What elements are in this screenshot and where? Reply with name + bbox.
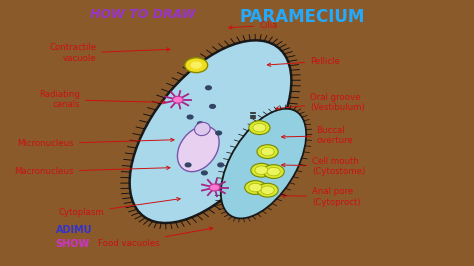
Circle shape (216, 131, 221, 135)
Ellipse shape (130, 40, 292, 223)
Text: Pellicle: Pellicle (267, 57, 340, 66)
Text: Radiating
canals: Radiating canals (39, 90, 166, 109)
Circle shape (257, 145, 278, 159)
Text: Anal pore
(Cytoproct): Anal pore (Cytoproct) (282, 187, 361, 206)
Text: Contractile
vacuole: Contractile vacuole (49, 44, 170, 63)
Circle shape (210, 184, 220, 191)
Text: Cell mouth
(Cytostome): Cell mouth (Cytostome) (282, 157, 365, 176)
Circle shape (187, 115, 193, 119)
Text: Macronucleus: Macronucleus (14, 166, 170, 176)
Ellipse shape (177, 126, 219, 172)
Text: PARAMECIUM: PARAMECIUM (239, 8, 365, 26)
Text: Cilia: Cilia (228, 21, 278, 30)
Circle shape (261, 186, 274, 194)
Circle shape (261, 147, 274, 156)
Circle shape (255, 166, 268, 174)
Circle shape (206, 86, 211, 90)
Circle shape (173, 96, 183, 103)
Ellipse shape (221, 109, 306, 218)
Text: HOW TO DRAW: HOW TO DRAW (91, 8, 196, 21)
Circle shape (198, 122, 203, 126)
Circle shape (201, 171, 207, 175)
Text: Food vacuoles: Food vacuoles (98, 227, 213, 248)
Ellipse shape (194, 122, 210, 136)
Circle shape (249, 183, 262, 192)
Circle shape (263, 165, 284, 178)
Circle shape (267, 167, 280, 176)
Circle shape (253, 123, 266, 132)
Text: Micronucleus: Micronucleus (18, 138, 174, 148)
Text: Buccal
overture: Buccal overture (282, 126, 353, 145)
Text: Cytoplasm: Cytoplasm (59, 198, 180, 217)
Circle shape (251, 163, 272, 177)
Circle shape (185, 163, 191, 167)
Circle shape (210, 105, 215, 108)
Text: ADIMU: ADIMU (55, 225, 92, 235)
Circle shape (191, 61, 202, 69)
Text: SHOW: SHOW (55, 239, 90, 249)
Circle shape (257, 183, 278, 197)
Circle shape (185, 58, 208, 73)
Circle shape (245, 181, 266, 194)
Circle shape (218, 163, 224, 167)
Circle shape (249, 121, 270, 135)
Text: Oral groove
(Vestibulum): Oral groove (Vestibulum) (275, 93, 365, 112)
